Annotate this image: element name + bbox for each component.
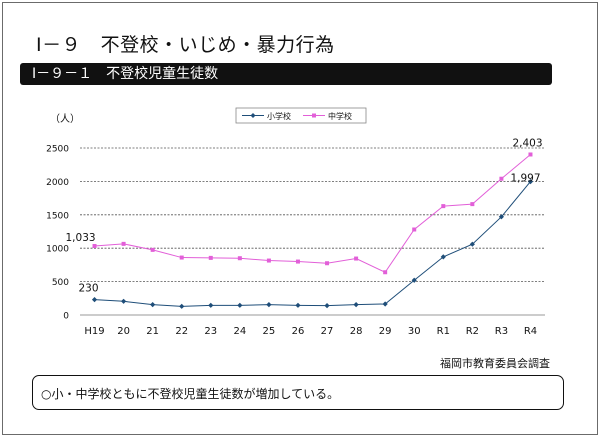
x-tick-label: R2 bbox=[466, 326, 479, 337]
data-point bbox=[121, 241, 126, 246]
section-title: Ⅰ－９－１ 不登校児童生徒数 bbox=[32, 66, 219, 82]
data-point bbox=[441, 204, 446, 209]
x-tick-label: 21 bbox=[146, 326, 159, 337]
y-tick-label: 500 bbox=[52, 278, 69, 288]
legend-marker bbox=[312, 113, 316, 118]
y-tick-label: 0 bbox=[63, 312, 69, 322]
section-banner: Ⅰ－９－１ 不登校児童生徒数 bbox=[20, 63, 552, 85]
data-point bbox=[150, 302, 156, 308]
data-point bbox=[325, 261, 330, 266]
data-point bbox=[266, 258, 271, 263]
x-tick-label: R1 bbox=[437, 326, 450, 337]
data-point bbox=[91, 297, 98, 303]
data-point bbox=[266, 302, 272, 308]
data-point bbox=[324, 303, 330, 309]
y-tick-label: 2500 bbox=[46, 145, 69, 155]
data-label: 230 bbox=[79, 283, 99, 295]
data-point bbox=[528, 152, 533, 157]
legend-marker bbox=[250, 113, 256, 118]
page-title: Ⅰ－９ 不登校・いじめ・暴力行為 bbox=[36, 34, 335, 56]
source-label: 福岡市教育委員会調査 bbox=[440, 357, 550, 370]
data-point bbox=[411, 277, 417, 283]
legend-box bbox=[235, 107, 367, 124]
y-tick-label: 2000 bbox=[46, 178, 69, 188]
data-point bbox=[498, 214, 505, 220]
data-point bbox=[295, 302, 301, 308]
data-label: 1,997 bbox=[510, 173, 540, 185]
x-tick-label: 22 bbox=[175, 326, 188, 337]
data-point bbox=[382, 301, 388, 307]
x-tick-label: 26 bbox=[292, 326, 305, 337]
x-tick-label: 20 bbox=[117, 326, 130, 337]
data-point bbox=[237, 256, 242, 261]
x-tick-label: 24 bbox=[233, 326, 246, 337]
series-line bbox=[94, 181, 531, 307]
data-point bbox=[179, 303, 185, 309]
data-point bbox=[237, 302, 243, 308]
data-point bbox=[295, 259, 300, 264]
x-tick-label: R3 bbox=[495, 326, 508, 337]
y-tick-label: 1500 bbox=[46, 211, 69, 221]
data-point bbox=[208, 255, 213, 260]
x-tick-label: 23 bbox=[204, 326, 217, 337]
series-line bbox=[94, 154, 531, 273]
data-point bbox=[440, 254, 446, 260]
data-point bbox=[383, 270, 388, 275]
data-point bbox=[208, 302, 214, 308]
data-point bbox=[527, 179, 534, 185]
data-point bbox=[179, 255, 184, 260]
x-tick-label: 25 bbox=[263, 326, 276, 337]
x-tick-label: R4 bbox=[524, 326, 537, 337]
data-point bbox=[150, 247, 155, 252]
data-point bbox=[499, 176, 504, 181]
data-point bbox=[469, 241, 475, 247]
x-tick-label: 30 bbox=[408, 326, 421, 337]
x-tick-label: 29 bbox=[379, 326, 392, 337]
y-tick-label: 1000 bbox=[46, 245, 69, 255]
data-label: 1,033 bbox=[66, 232, 96, 244]
data-point bbox=[92, 243, 97, 248]
y-axis-unit-label: （人） bbox=[50, 113, 80, 125]
summary-note-text: ○小・中学校ともに不登校児童生徒数が増加している。 bbox=[41, 387, 340, 401]
data-point bbox=[353, 302, 359, 308]
x-tick-label: 27 bbox=[321, 326, 334, 337]
x-tick-label: H19 bbox=[84, 326, 104, 337]
data-point bbox=[412, 227, 417, 232]
summary-note: ○小・中学校ともに不登校児童生徒数が増加している。 bbox=[32, 375, 564, 410]
legend-label: 小学校 bbox=[267, 111, 291, 121]
legend-label: 中学校 bbox=[328, 111, 352, 121]
data-point bbox=[354, 256, 359, 261]
data-point bbox=[470, 202, 475, 207]
data-point bbox=[120, 298, 127, 304]
x-tick-label: 28 bbox=[350, 326, 363, 337]
data-label: 2,403 bbox=[512, 137, 542, 149]
